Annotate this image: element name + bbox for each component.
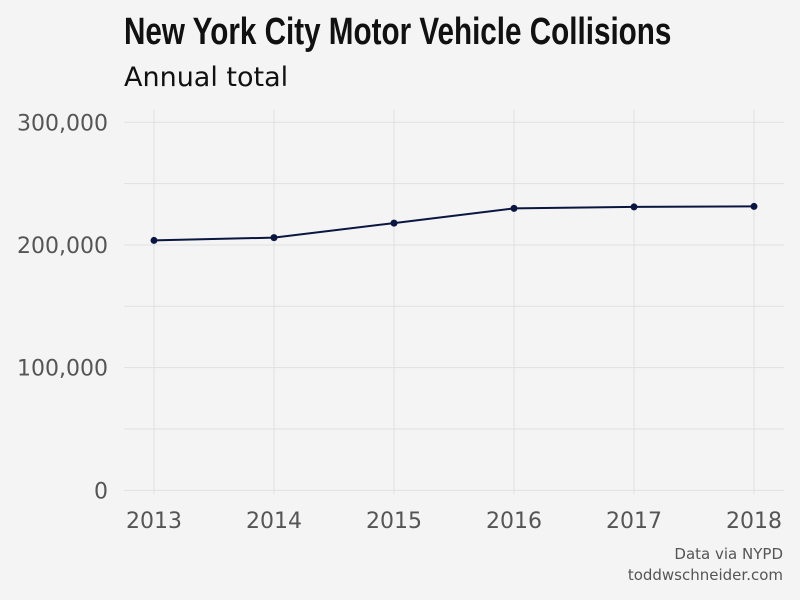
data-point <box>270 234 278 242</box>
data-point <box>630 203 638 211</box>
tick-labels: 0 100,000 200,000 300,000 2013 2014 2015 2016 20… <box>17 111 782 534</box>
data-point <box>390 219 398 227</box>
y-tick-label: 300,000 <box>17 111 108 136</box>
x-tick-label: 2013 <box>126 509 182 534</box>
source-caption: Data via NYPD toddwschneider.com <box>628 544 783 586</box>
grid <box>124 110 784 494</box>
chart-subtitle: Annual total <box>124 62 289 93</box>
series-line <box>153 205 755 242</box>
x-tick-label: 2018 <box>726 509 782 534</box>
chart-title: New York City Motor Vehicle Collisions <box>124 11 672 53</box>
x-tick-label: 2016 <box>486 509 542 534</box>
y-tick-label: 100,000 <box>17 357 108 382</box>
data-point <box>750 202 758 210</box>
x-tick-label: 2017 <box>606 509 662 534</box>
x-tick-label: 2014 <box>246 509 302 534</box>
data-point <box>510 204 518 212</box>
x-tick-label: 2015 <box>366 509 422 534</box>
caption-website: toddwschneider.com <box>627 566 783 584</box>
data-point <box>150 236 158 244</box>
y-tick-label: 200,000 <box>17 234 108 259</box>
y-tick-label: 0 <box>94 479 108 504</box>
caption-data-source: Data via NYPD <box>674 545 783 563</box>
series <box>150 202 758 244</box>
